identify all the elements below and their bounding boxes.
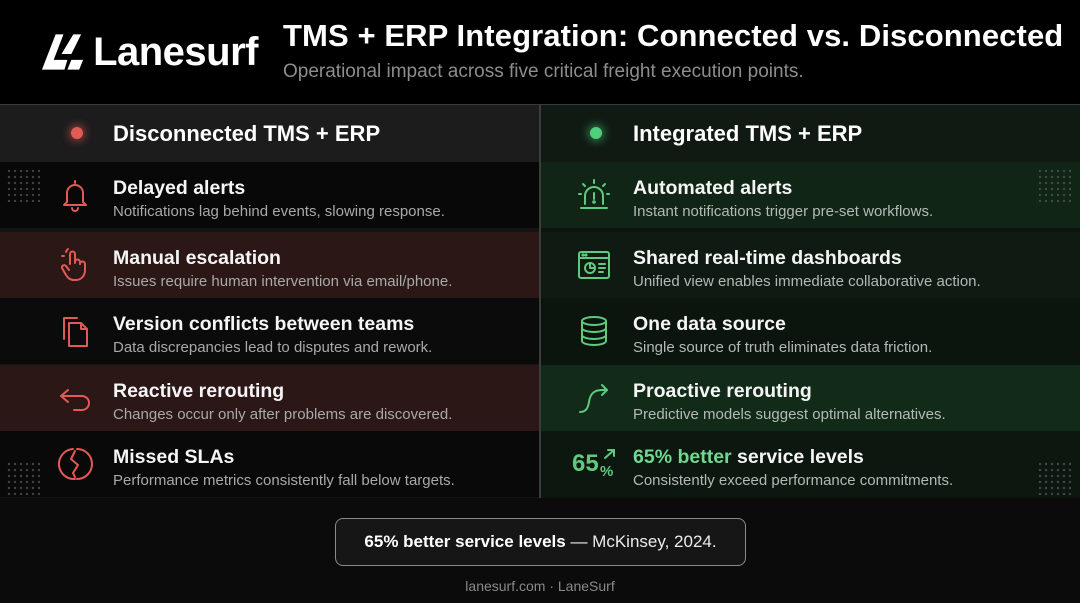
page-title: TMS + ERP Integration: Connected vs. Dis…: [283, 18, 1064, 53]
dashboard-icon: [578, 251, 610, 279]
icon-unit: %: [600, 463, 614, 480]
item-description: Consistently exceed performance commitme…: [633, 472, 954, 489]
list-item: One data source Single source of truth e…: [541, 298, 1080, 364]
siren-alert-icon: [578, 179, 610, 209]
item-title: Shared real-time dashboards: [633, 247, 902, 269]
brand-logo: Lanesurf: [38, 28, 258, 76]
disconnected-title: Disconnected TMS + ERP: [113, 121, 381, 146]
callout-bold: 65% better service levels: [364, 532, 566, 551]
list-item: Manual escalation Issues require human i…: [0, 232, 539, 298]
header: Lanesurf TMS + ERP Integration: Connecte…: [0, 0, 1080, 105]
integrated-panel: Integrated TMS + ERP Automated alerts In…: [541, 105, 1080, 498]
list-item: Reactive rerouting Changes occur only af…: [0, 365, 539, 431]
disconnected-panel: Disconnected TMS + ERP Delayed alerts No…: [0, 105, 539, 498]
item-title: One data source: [633, 313, 786, 335]
arrow-up-right-icon: [604, 449, 615, 459]
item-title: Manual escalation: [113, 247, 281, 269]
icon-number: 65: [572, 450, 599, 477]
list-item: Shared real-time dashboards Unified view…: [541, 232, 1080, 298]
integrated-title: Integrated TMS + ERP: [633, 121, 863, 146]
column-divider: [539, 105, 541, 498]
hand-pointer-icon: [60, 248, 86, 281]
dot-grid-decoration: [6, 461, 40, 495]
item-title: Version conflicts between teams: [113, 313, 415, 335]
page-subtitle: Operational impact across five critical …: [283, 61, 804, 82]
title-rest: service levels: [731, 446, 864, 468]
list-item: Proactive rerouting Predictive models su…: [541, 365, 1080, 431]
disconnected-header: Disconnected TMS + ERP: [0, 105, 539, 162]
item-description: Performance metrics consistently fall be…: [113, 472, 455, 489]
curved-arrow-icon: [579, 384, 608, 413]
green-status-dot-icon: [590, 127, 602, 139]
item-title: Automated alerts: [633, 177, 793, 199]
footer: lanesurf.com · LaneSurf: [465, 578, 615, 594]
list-item: 65 % 65% better service levels Consisten…: [541, 431, 1080, 497]
brand-name: Lanesurf: [93, 29, 258, 74]
dot-grid-decoration: [1037, 461, 1071, 495]
list-item: Missed SLAs Performance metrics consiste…: [0, 431, 539, 497]
item-description: Single source of truth eliminates data f…: [633, 339, 933, 356]
red-status-dot-icon: [71, 127, 83, 139]
lanesurf-logo-icon: [41, 34, 84, 70]
dot-grid-decoration: [6, 168, 40, 202]
item-description: Unified view enables immediate collabora…: [633, 273, 981, 290]
item-description: Instant notifications trigger pre-set wo…: [633, 203, 934, 220]
list-item: Version conflicts between teams Data dis…: [0, 298, 539, 364]
item-title: Delayed alerts: [113, 177, 246, 199]
item-title: Reactive rerouting: [113, 380, 285, 402]
dot-grid-decoration: [1037, 168, 1071, 202]
callout-source: — McKinsey, 2024.: [565, 532, 717, 551]
source-callout: 65% better service levels — McKinsey, 20…: [335, 518, 746, 566]
broken-circle-icon: [57, 448, 93, 481]
undo-arrow-icon: [60, 389, 90, 411]
percent-up-icon: 65 %: [572, 448, 618, 482]
item-title: Missed SLAs: [113, 446, 235, 468]
copy-documents-icon: [63, 317, 88, 347]
item-description: Data discrepancies lead to disputes and …: [113, 339, 433, 356]
item-description: Notifications lag behind events, slowing…: [113, 203, 445, 220]
item-description: Predictive models suggest optimal altern…: [633, 406, 946, 423]
item-description: Issues require human intervention via em…: [113, 273, 453, 290]
item-title: Proactive rerouting: [633, 380, 812, 402]
integrated-header: Integrated TMS + ERP: [541, 105, 1080, 162]
database-icon: [581, 316, 607, 346]
bell-icon: [63, 180, 87, 212]
title-highlight: 65% better: [633, 446, 732, 468]
list-item: Automated alerts Instant notifications t…: [541, 162, 1080, 228]
item-title: 65% better service levels: [633, 446, 864, 469]
item-description: Changes occur only after problems are di…: [113, 406, 453, 423]
list-item: Delayed alerts Notifications lag behind …: [0, 162, 539, 228]
